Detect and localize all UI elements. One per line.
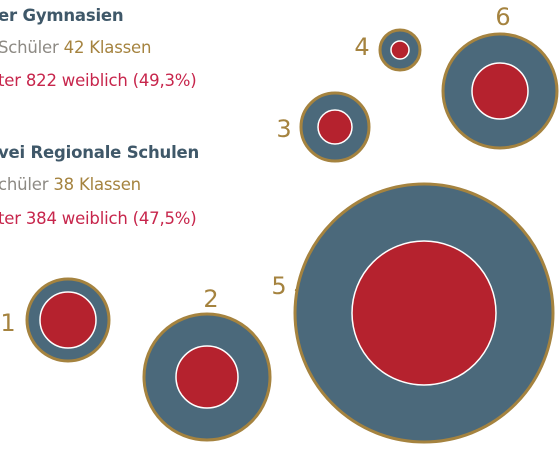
node-label: 2 [203,285,218,313]
node-label: 1 [0,309,15,337]
students: chüler [0,175,49,194]
inner-circle [351,240,497,386]
node-label: 5 [271,272,286,300]
block-counts: chüler 38 Klassen [0,175,199,209]
inner-circle [471,62,529,120]
female-share: ter 384 weiblich (47,5%) [0,209,197,228]
block-title: er Gymnasien [0,6,124,25]
female-share: ter 822 weiblich (49,3%) [0,71,197,90]
inner-circle [390,40,410,60]
inner-circle [39,291,97,349]
block-counts: Schüler 42 Klassen [0,38,197,71]
students: Schüler [0,38,59,57]
node-label: 6 [495,3,510,31]
info-block: er Gymnasien Schüler 42 Klassen ter 822 … [0,6,197,90]
info-block: vei Regionale Schulen chüler 38 Klassen … [0,143,199,228]
block-title: vei Regionale Schulen [0,143,200,162]
inner-circle [317,109,353,145]
node-label: 4 [354,33,369,61]
classes: 38 Klassen [53,175,141,194]
classes: 42 Klassen [63,38,152,57]
inner-circle [175,345,239,409]
node-label: 3 [276,115,291,143]
